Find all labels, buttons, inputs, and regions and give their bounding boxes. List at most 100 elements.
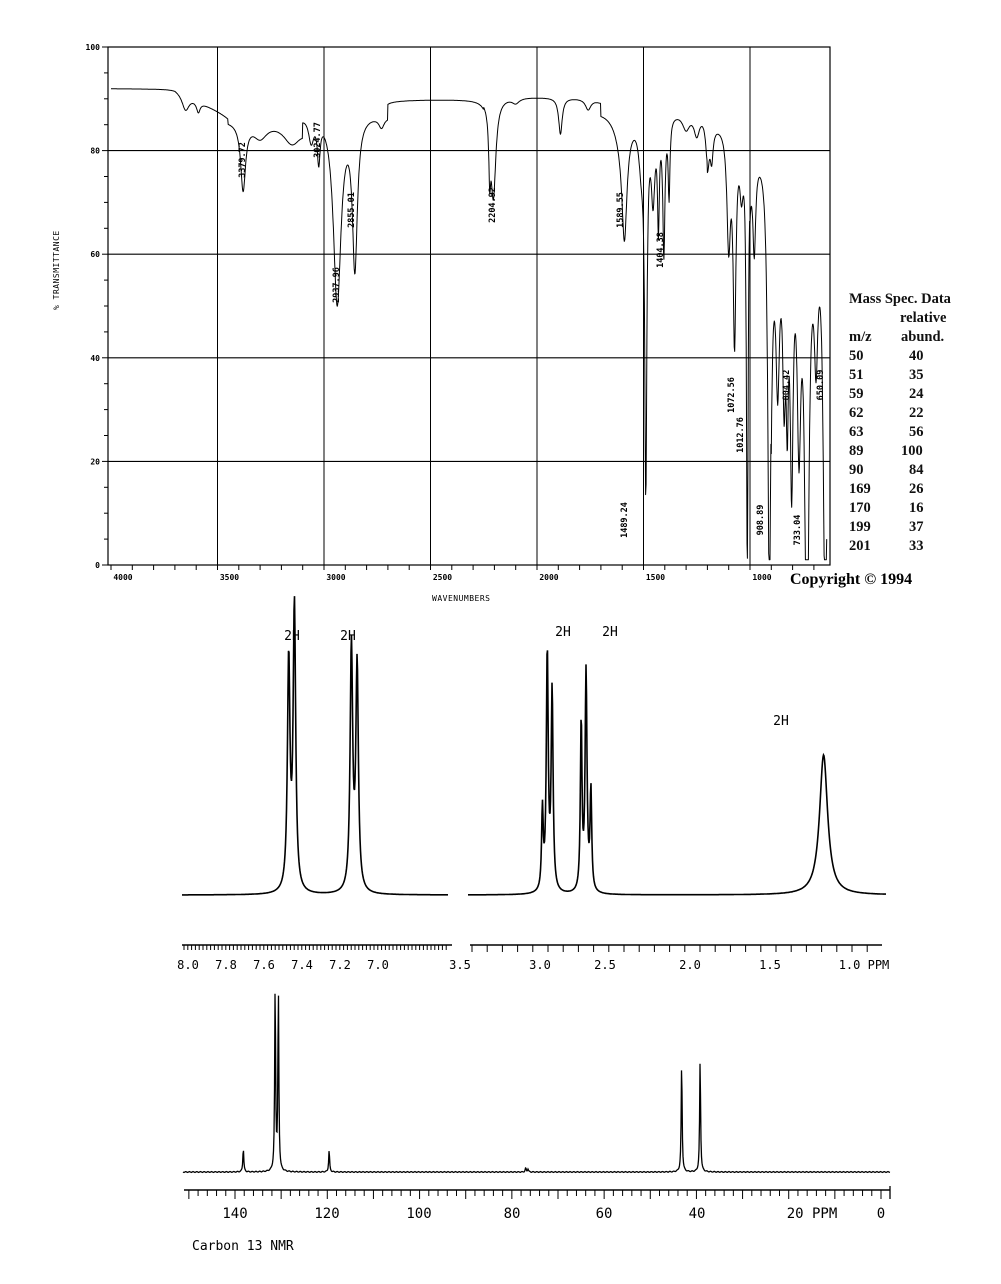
mz-value: 201 [849, 538, 871, 554]
mass-spec-row: 90 84 [849, 461, 959, 480]
mass-spec-row: 51 35 [849, 366, 959, 385]
mz-value: 50 [849, 348, 864, 364]
svg-text:8.0: 8.0 [177, 958, 199, 972]
mass-spec-row: 169 26 [849, 480, 959, 499]
svg-text:2.0: 2.0 [679, 958, 701, 972]
c13-nmr-spectrum-chart: 140 120 100 80 60 40 20 PPM 0 [182, 993, 891, 1222]
svg-text:40: 40 [90, 354, 100, 363]
abund-value: 35 [909, 367, 924, 383]
mz-value: 51 [849, 367, 864, 383]
abund-value: 24 [909, 386, 924, 402]
svg-text:0: 0 [95, 561, 100, 570]
abund-value: 40 [909, 348, 924, 364]
svg-text:3000: 3000 [326, 573, 345, 582]
mass-spec-row: 170 16 [849, 499, 959, 518]
svg-text:20: 20 [90, 457, 100, 466]
svg-text:60: 60 [596, 1206, 613, 1222]
mass-spec-row: 50 40 [849, 347, 959, 366]
ir-peak-label: 1012.76 [736, 417, 746, 453]
svg-text:20 PPM: 20 PPM [787, 1206, 838, 1222]
svg-text:7.8: 7.8 [215, 958, 237, 972]
abund-value: 16 [909, 500, 924, 516]
mass-spec-row: 63 56 [849, 423, 959, 442]
ir-peak-label: 1404.38 [656, 232, 666, 268]
ir-peak-label: 2937.96 [332, 267, 342, 303]
abund-value: 33 [909, 538, 924, 554]
integration-label: 2H [284, 629, 300, 644]
svg-text:100: 100 [406, 1206, 431, 1222]
svg-text:60: 60 [90, 250, 100, 259]
abund-value: 26 [909, 481, 924, 497]
svg-text:1500: 1500 [646, 573, 665, 582]
ir-peak-label: 1072.56 [727, 377, 737, 413]
svg-text:7.0: 7.0 [367, 958, 389, 972]
ir-peak-label: 804.42 [782, 370, 792, 401]
mz-value: 62 [849, 405, 864, 421]
ir-y-axis-label: % TRANSMITTANCE [52, 230, 61, 310]
mass-spec-row: 62 22 [849, 404, 959, 423]
svg-text:2500: 2500 [433, 573, 452, 582]
mass-spec-row: 199 37 [849, 518, 959, 537]
svg-text:1.0 PPM: 1.0 PPM [839, 958, 890, 972]
svg-text:1.5: 1.5 [759, 958, 781, 972]
ir-peak-label: 1589.55 [616, 192, 626, 228]
svg-text:2.5: 2.5 [594, 958, 616, 972]
mz-value: 89 [849, 443, 864, 459]
svg-text:3500: 3500 [220, 573, 239, 582]
svg-text:3.5: 3.5 [449, 958, 471, 972]
svg-text:80: 80 [504, 1206, 521, 1222]
integration-label: 2H [555, 625, 571, 640]
ir-peak-label: 3379.72 [238, 142, 248, 178]
svg-text:3.0: 3.0 [529, 958, 551, 972]
svg-text:120: 120 [314, 1206, 339, 1222]
integration-label: 2H [340, 629, 356, 644]
integration-label: 2H [773, 714, 789, 729]
mass-spec-title: Mass Spec. Data [849, 291, 951, 307]
mass-spec-subtitle: relative [900, 310, 947, 326]
mz-value: 63 [849, 424, 864, 440]
ir-spectrum-chart: 100 80 60 40 20 0 4000 3500 3000 2500 2000 1500 1000… [86, 43, 831, 582]
svg-text:4000: 4000 [113, 573, 132, 582]
h-nmr-spectrum-chart: 8.0 7.8 7.6 7.4 7.2 7.0 3.5 3.0 2.5 2.0 1.5 1.0 PPM… [177, 596, 889, 972]
abund-value: 84 [909, 462, 924, 478]
ir-peak-label: 650.09 [816, 370, 826, 401]
svg-text:0: 0 [877, 1206, 885, 1222]
mass-spec-row: 89 100 [849, 442, 959, 461]
mz-value: 169 [849, 481, 871, 497]
copyright-notice: Copyright © 1994 [790, 571, 913, 588]
abund-column-header: abund. [901, 329, 945, 345]
ir-x-axis-label: WAVENUMBERS [432, 594, 491, 603]
mass-spec-header-row: m/z abund. [849, 328, 959, 347]
svg-text:7.4: 7.4 [291, 958, 313, 972]
mass-spec-row: 59 24 [849, 385, 959, 404]
ir-peak-label: 908.89 [756, 505, 766, 536]
svg-text:80: 80 [90, 147, 100, 156]
svg-text:2000: 2000 [539, 573, 558, 582]
integration-label: 2H [602, 625, 618, 640]
abund-value: 100 [901, 443, 923, 459]
abund-value: 22 [909, 405, 924, 421]
mass-spec-table: Mass Spec. Data relative m/z abund. 50 40… [849, 290, 959, 556]
svg-text:140: 140 [222, 1206, 247, 1222]
ir-peak-label: 2204.92 [488, 187, 498, 223]
mz-value: 90 [849, 462, 864, 478]
ir-peak-label: 2855.01 [347, 192, 357, 228]
ir-peak-label: 3024.77 [313, 122, 323, 158]
svg-text:7.2: 7.2 [329, 958, 351, 972]
abund-value: 56 [909, 424, 924, 440]
mass-spec-rows: 50 40 51 35 59 24 62 22 63 56 89 100 90 84 169 26 170 16 1… [849, 347, 959, 556]
svg-text:40: 40 [689, 1206, 706, 1222]
c13-nmr-label: Carbon 13 NMR [192, 1239, 294, 1254]
mz-value: 170 [849, 500, 871, 516]
mz-column-header: m/z [849, 329, 872, 345]
svg-text:100: 100 [86, 43, 101, 52]
svg-text:1000: 1000 [752, 573, 771, 582]
abund-value: 37 [909, 519, 924, 535]
mz-value: 59 [849, 386, 864, 402]
ir-peak-label: 733.04 [793, 515, 803, 546]
mass-spec-row: 201 33 [849, 537, 959, 556]
mz-value: 199 [849, 519, 871, 535]
svg-text:7.6: 7.6 [253, 958, 275, 972]
ir-peak-label: 1489.24 [620, 502, 630, 538]
